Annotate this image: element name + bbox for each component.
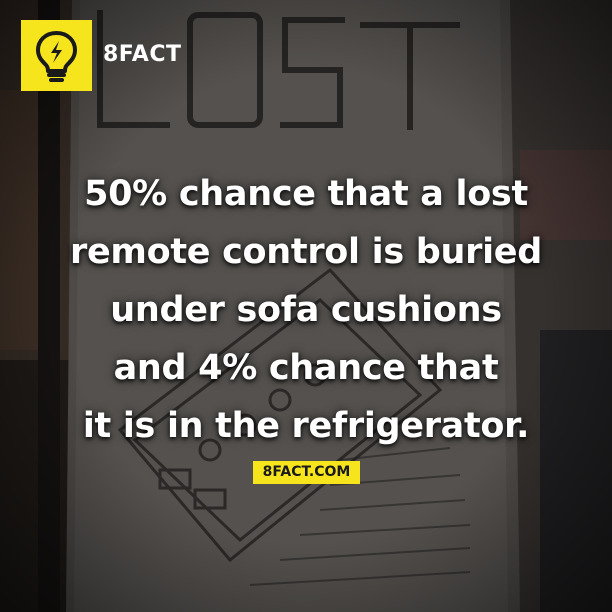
logo-badge [21,20,92,91]
brand-name: 8FACT [103,42,182,67]
fact-line: under sofa cushions [110,290,502,330]
fact-line: and 4% chance that [113,348,499,388]
fact-line: it is in the refrigerator. [82,406,530,446]
fact-line: remote control is buried [70,232,542,272]
lightbulb-icon [36,31,77,82]
site-url-badge: 8FACT.COM [253,461,360,484]
fact-line: 50% chance that a lost [84,174,528,214]
fact-text: 50% chance that a lost remote control is… [20,165,592,455]
